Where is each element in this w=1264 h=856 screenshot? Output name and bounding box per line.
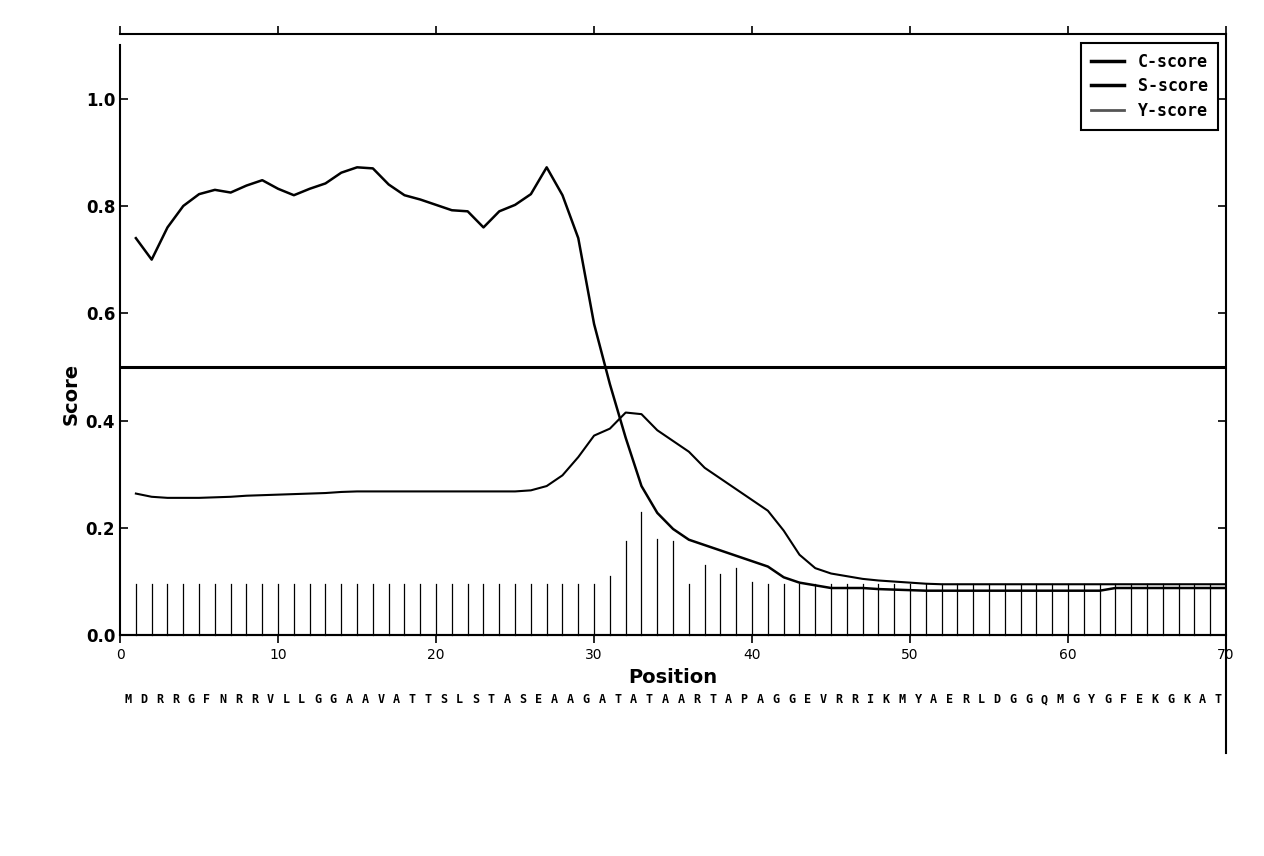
Text: G: G	[772, 693, 780, 706]
Text: D: D	[994, 693, 1001, 706]
S-score	[349, 162, 364, 172]
Y-score	[1218, 580, 1234, 590]
S-score	[744, 556, 760, 567]
Text: Y: Y	[914, 693, 921, 706]
Text: K: K	[882, 693, 890, 706]
Y-score	[1092, 580, 1107, 590]
Text: G: G	[1167, 693, 1174, 706]
Text: G: G	[1025, 693, 1033, 706]
Text: G: G	[1072, 693, 1079, 706]
Text: G: G	[187, 693, 195, 706]
Text: R: R	[962, 693, 969, 706]
Y-score	[618, 407, 633, 418]
Text: A: A	[629, 693, 637, 706]
Text: Y: Y	[1088, 693, 1096, 706]
Y-score	[270, 490, 286, 500]
Text: S: S	[471, 693, 479, 706]
Text: A: A	[598, 693, 605, 706]
Text: V: V	[267, 693, 274, 706]
Text: A: A	[503, 693, 511, 706]
Text: A: A	[566, 693, 574, 706]
Text: T: T	[408, 693, 416, 706]
Text: A: A	[724, 693, 732, 706]
Text: K: K	[1183, 693, 1191, 706]
Text: R: R	[172, 693, 179, 706]
S-score	[270, 184, 286, 194]
Text: T: T	[614, 693, 622, 706]
Legend: C-score, S-score, Y-score: C-score, S-score, Y-score	[1081, 43, 1217, 130]
Text: A: A	[678, 693, 685, 706]
Text: T: T	[488, 693, 495, 706]
Text: G: G	[1009, 693, 1016, 706]
Text: V: V	[377, 693, 384, 706]
S-score	[475, 223, 490, 233]
Text: A: A	[661, 693, 669, 706]
Text: R: R	[836, 693, 843, 706]
Text: A: A	[1198, 693, 1206, 706]
Text: L: L	[456, 693, 464, 706]
S-score	[602, 379, 617, 389]
X-axis label: Position: Position	[628, 668, 718, 687]
Y-score	[934, 580, 949, 590]
Text: G: G	[330, 693, 337, 706]
Text: T: T	[425, 693, 432, 706]
Text: V: V	[819, 693, 827, 706]
Text: K: K	[1152, 693, 1159, 706]
S-score	[1092, 586, 1107, 596]
Line: Y-score: Y-score	[137, 413, 1226, 585]
S-score	[397, 190, 412, 200]
Y-score	[380, 486, 396, 496]
Text: D: D	[140, 693, 148, 706]
Y-score	[129, 489, 144, 499]
Text: R: R	[693, 693, 700, 706]
Text: G: G	[583, 693, 590, 706]
Text: G: G	[1103, 693, 1111, 706]
Text: R: R	[851, 693, 858, 706]
Text: S: S	[440, 693, 447, 706]
Y-score	[586, 431, 602, 441]
Text: I: I	[867, 693, 875, 706]
Text: A: A	[345, 693, 353, 706]
Text: P: P	[741, 693, 748, 706]
S-score	[1218, 583, 1234, 593]
Y-score	[460, 486, 475, 496]
Text: A: A	[362, 693, 369, 706]
Text: R: R	[155, 693, 163, 706]
Text: S: S	[520, 693, 527, 706]
S-score	[129, 233, 144, 243]
Text: M: M	[1057, 693, 1064, 706]
Text: Q: Q	[1040, 693, 1048, 706]
Text: T: T	[1215, 693, 1222, 706]
Text: N: N	[219, 693, 226, 706]
Text: L: L	[298, 693, 306, 706]
Text: T: T	[709, 693, 717, 706]
Y-score	[744, 495, 760, 505]
Text: M: M	[899, 693, 906, 706]
Text: E: E	[535, 693, 542, 706]
Text: M: M	[124, 693, 131, 706]
Y-axis label: Score: Score	[61, 363, 80, 425]
Text: A: A	[756, 693, 763, 706]
Text: F: F	[1120, 693, 1127, 706]
Text: A: A	[930, 693, 938, 706]
Text: L: L	[282, 693, 289, 706]
Text: T: T	[646, 693, 653, 706]
Text: E: E	[804, 693, 811, 706]
Line: S-score: S-score	[137, 167, 1226, 591]
Text: G: G	[787, 693, 795, 706]
Text: E: E	[1135, 693, 1143, 706]
Text: R: R	[235, 693, 243, 706]
Text: A: A	[551, 693, 559, 706]
Text: E: E	[945, 693, 953, 706]
Text: A: A	[393, 693, 401, 706]
Text: F: F	[204, 693, 211, 706]
S-score	[918, 586, 933, 596]
Text: L: L	[977, 693, 985, 706]
Text: G: G	[313, 693, 321, 706]
Text: R: R	[250, 693, 258, 706]
